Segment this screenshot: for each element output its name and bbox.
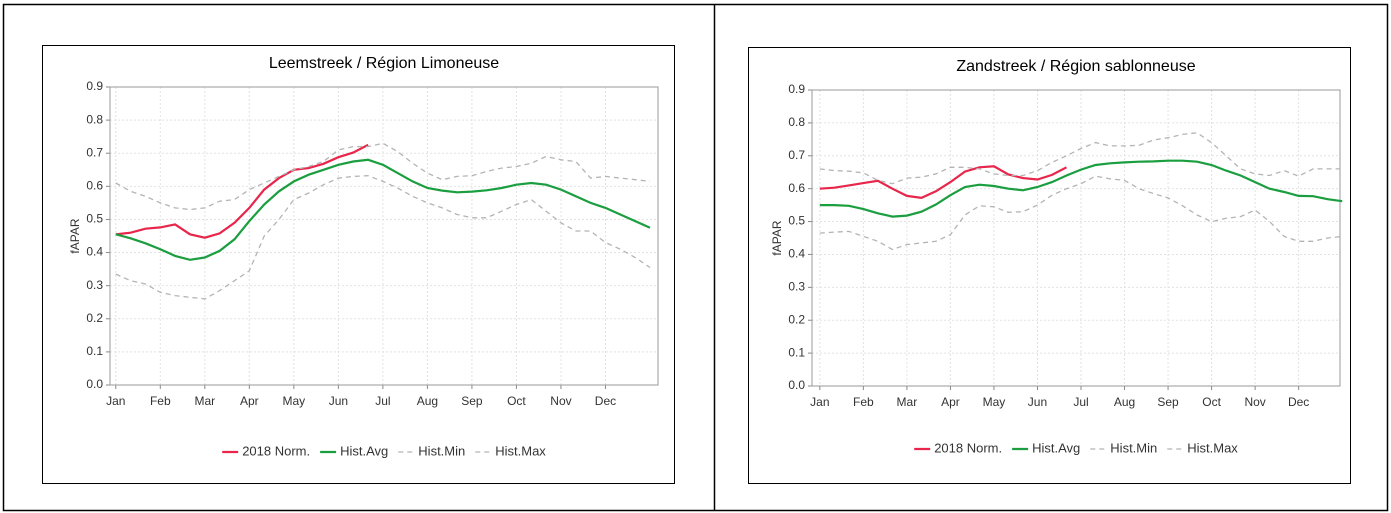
- y-tick-label: 0.7: [788, 148, 805, 162]
- y-tick-label: 0.5: [788, 214, 805, 228]
- x-tick-label: Aug: [417, 394, 438, 408]
- series-line: [819, 132, 1343, 185]
- x-tick-label: Jun: [329, 394, 348, 408]
- legend-label: Hist.Avg: [340, 443, 388, 458]
- y-tick-label: 0.0: [86, 377, 103, 391]
- y-tick-label: 0.9: [788, 82, 805, 96]
- y-tick-label: 0.4: [86, 245, 103, 259]
- legend-label: 2018 Norm.: [934, 440, 1002, 455]
- y-tick-label: 0.8: [788, 115, 805, 129]
- legend-label: Hist.Max: [495, 443, 546, 458]
- x-tick-label: Dec: [595, 394, 616, 408]
- x-tick-label: Apr: [941, 395, 960, 409]
- series-line: [115, 158, 651, 261]
- y-axis-label: fAPAR: [68, 218, 82, 253]
- outer-table: [2, 3, 1389, 512]
- x-tick-label: Nov: [550, 394, 571, 408]
- x-tick-label: Jun: [1028, 395, 1047, 409]
- y-tick-label: 0.6: [86, 179, 103, 193]
- chart-title: Leemstreek / Région Limoneuse: [269, 55, 499, 72]
- legend-label: 2018 Norm.: [242, 443, 310, 458]
- y-tick-label: 0.7: [86, 145, 103, 159]
- series-line: [819, 159, 1343, 218]
- legend-label: Hist.Max: [1187, 440, 1238, 455]
- legend-label: Hist.Min: [1110, 440, 1157, 455]
- y-tick-label: 0.9: [86, 79, 103, 93]
- y-tick-label: 0.1: [788, 345, 805, 359]
- plot-border: [109, 86, 659, 386]
- y-tick-label: 0.3: [788, 280, 805, 294]
- chart: Zandstreek / Région sablonneuse fAPAR 0.0 0…: [748, 47, 1351, 484]
- y-tick-label: 0.0: [788, 378, 805, 392]
- x-tick-label: May: [283, 394, 306, 408]
- chart-title: Zandstreek / Région sablonneuse: [956, 58, 1195, 75]
- series-line: [819, 165, 1068, 200]
- plot-border: [811, 89, 1341, 387]
- legend-label: Hist.Avg: [1032, 440, 1080, 455]
- legend: 2018 Norm. Hist.Avg Hist.Min Hist.Max: [222, 443, 546, 458]
- legend-label: Hist.Min: [418, 443, 465, 458]
- series-line: [115, 143, 369, 239]
- x-tick-label: Feb: [853, 395, 874, 409]
- series-line: [819, 175, 1343, 251]
- y-tick-label: 0.8: [86, 112, 103, 126]
- x-tick-label: Sep: [461, 394, 483, 408]
- x-tick-label: Oct: [1202, 395, 1221, 409]
- chart-frame: [42, 45, 675, 484]
- x-tick-label: Jul: [1073, 395, 1088, 409]
- y-tick-label: 0.2: [86, 311, 103, 325]
- x-tick-label: May: [983, 395, 1006, 409]
- x-tick-label: Nov: [1244, 395, 1265, 409]
- y-tick-label: 0.2: [788, 312, 805, 326]
- x-tick-label: Feb: [150, 394, 171, 408]
- y-tick-label: 0.6: [788, 181, 805, 195]
- chart: Leemstreek / Région Limoneuse fAPAR 0.0 0.1…: [42, 45, 675, 484]
- legend: 2018 Norm. Hist.Avg Hist.Min Hist.Max: [914, 440, 1238, 455]
- x-tick-label: Mar: [194, 394, 215, 408]
- x-tick-label: Sep: [1157, 395, 1179, 409]
- y-tick-label: 0.5: [86, 212, 103, 226]
- x-tick-label: Apr: [240, 394, 259, 408]
- y-tick-label: 0.3: [86, 278, 103, 292]
- series-line: [115, 142, 651, 211]
- x-tick-label: Dec: [1288, 395, 1309, 409]
- x-tick-label: Mar: [897, 395, 918, 409]
- x-tick-label: Aug: [1114, 395, 1135, 409]
- y-tick-label: 0.1: [86, 344, 103, 358]
- series-line: [115, 175, 651, 300]
- x-tick-label: Jan: [810, 395, 829, 409]
- x-tick-label: Oct: [507, 394, 526, 408]
- y-tick-label: 0.4: [788, 247, 805, 261]
- chart-frame: [748, 47, 1351, 484]
- y-axis-label: fAPAR: [770, 220, 784, 255]
- x-tick-label: Jul: [375, 394, 390, 408]
- x-tick-label: Jan: [106, 394, 125, 408]
